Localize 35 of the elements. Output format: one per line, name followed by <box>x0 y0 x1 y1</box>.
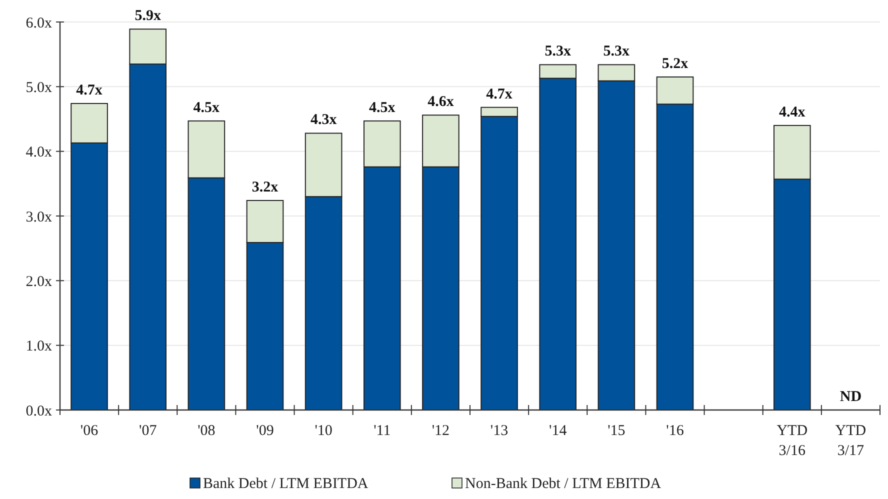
total-label: 5.2x <box>662 56 689 72</box>
y-tick-label: 0.0x <box>26 403 52 420</box>
x-tick-label: '11 <box>374 423 391 439</box>
x-tick-label: '10 <box>314 423 332 439</box>
total-label: 4.4x <box>779 104 806 120</box>
total-label: 4.6x <box>428 94 454 110</box>
total-label: 4.5x <box>193 100 220 116</box>
total-label: 5.3x <box>544 44 572 60</box>
x-tick-label: '09 <box>256 423 274 439</box>
y-tick-label: 6.0x <box>26 15 52 32</box>
total-label: 4.7x <box>76 82 103 98</box>
x-tick-label: YTD 3/17 <box>835 423 866 459</box>
text: ND <box>840 389 862 405</box>
legend-label: Non-Bank Debt / LTM EBITDA <box>465 476 662 492</box>
y-tick-label: 2.0x <box>26 274 52 290</box>
y-tick-label: 3.0x <box>26 209 52 226</box>
x-tick-label: YTD 3/16 <box>776 423 808 459</box>
y-tick-label: 5.0x <box>26 80 52 96</box>
total-label: 4.7x <box>486 86 513 102</box>
legend-label: Bank Debt / LTM EBITDA <box>203 476 368 492</box>
x-tick-label: '12 <box>432 423 450 439</box>
total-label: 3.2x <box>252 179 279 196</box>
total-label: 5.9x <box>134 8 162 24</box>
x-tick-label: '13 <box>490 423 508 439</box>
total-label: 4.5x <box>369 100 396 116</box>
x-tick-label: '07 <box>139 423 158 439</box>
y-tick-label: 4.0x <box>26 144 52 161</box>
x-tick-label: '14 <box>549 423 568 439</box>
x-tick-label: '06 <box>80 423 99 439</box>
total-label: 5.3x <box>603 44 630 60</box>
x-tick-label: '16 <box>666 423 684 439</box>
x-tick-label: '15 <box>608 423 626 439</box>
x-tick-label: '08 <box>198 423 216 439</box>
total-label: 4.3x <box>310 112 338 128</box>
y-tick-label: 1.0x <box>26 338 52 355</box>
